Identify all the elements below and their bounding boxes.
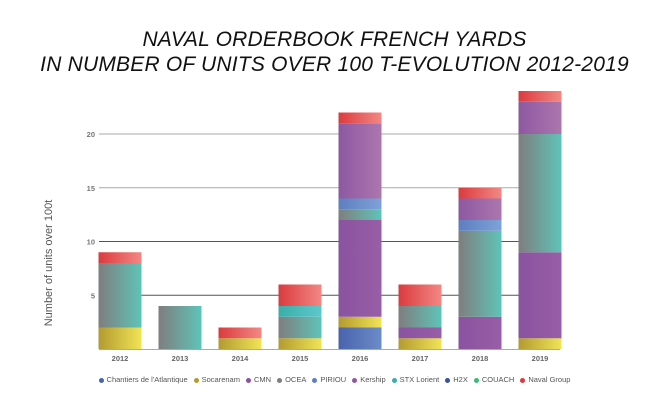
- bar-segment-ocea-2019: [518, 134, 562, 253]
- bar-segment-cmn-2017: [398, 327, 442, 339]
- bar-segment-socarenam-2016: [338, 316, 382, 328]
- legend-label: OCEA: [285, 375, 307, 384]
- bar-segment-ocea-2013: [158, 306, 202, 349]
- y-axis-label: Number of units over 100t: [43, 200, 55, 327]
- bar-segment-naval-group-2014: [218, 327, 262, 339]
- bar-segment-socarenam-2019: [518, 338, 562, 349]
- bar-segment-socarenam-2015: [278, 338, 322, 349]
- chart-title-line-1: NAVAL ORDERBOOK FRENCH YARDS: [142, 28, 527, 51]
- bar-segment-socarenam-2012: [98, 327, 142, 349]
- legend-label: PIRIOU: [320, 375, 347, 384]
- bar-segment-naval-group-2017: [398, 284, 442, 306]
- bar-segment-ocea-2012: [98, 263, 142, 328]
- bar-segment-piriou-2018: [458, 220, 502, 231]
- legend-label: Kership: [360, 375, 386, 384]
- y-tick-label: 5: [91, 291, 95, 300]
- legend-dot-icon: [352, 377, 358, 383]
- bar-segment-socarenam-2014: [218, 338, 262, 349]
- legend-dot-icon: [312, 377, 318, 383]
- legend-dot-icon: [445, 377, 451, 383]
- bar-segment-cmn-2016: [338, 220, 382, 317]
- legend-item: CMN: [245, 375, 272, 384]
- bar-segment-piriou-2016: [338, 198, 382, 210]
- legend-item: PIRIOU: [312, 375, 346, 384]
- legend-label: CMN: [253, 375, 272, 384]
- bar-segment-kership-2019: [518, 101, 562, 134]
- legend-item: STX Lorient: [391, 375, 440, 384]
- legend-label: COUACH: [481, 375, 515, 384]
- x-tick-label: 2013: [172, 354, 189, 363]
- x-tick-label: 2014: [232, 354, 250, 363]
- x-tick-label: 2017: [412, 354, 429, 363]
- legend-dot-icon: [473, 377, 479, 383]
- bar-segment-chantiers-de-l-atlantique-2016: [338, 327, 382, 349]
- x-tick-label: 2019: [532, 354, 549, 363]
- bar-segment-naval-group-2015: [278, 284, 322, 306]
- legend-item: COUACH: [473, 375, 515, 384]
- bar-segment-cmn-2019: [518, 252, 562, 339]
- bar-segment-cmn-2018: [458, 316, 502, 349]
- bar-segment-socarenam-2017: [398, 338, 442, 349]
- legend-label: Naval Group: [528, 375, 571, 384]
- legend-item: Socarenam: [193, 375, 240, 384]
- legend-item: Naval Group: [520, 375, 570, 384]
- legend-label: H2X: [453, 375, 468, 384]
- bar-segment-kership-2016: [338, 123, 382, 199]
- bar-segment-naval-group-2019: [518, 91, 562, 102]
- bar-segment-ocea-2016: [338, 209, 382, 220]
- legend-item: Chantiers de l'Atlantique: [98, 375, 188, 384]
- bar-segment-ocea-2015: [278, 316, 322, 339]
- bar-segment-stx-lorient-2015: [278, 306, 322, 317]
- legend-label: STX Lorient: [399, 375, 440, 384]
- chart-title-line-2: IN NUMBER OF UNITS OVER 100 T-EVOLUTION …: [40, 53, 629, 76]
- legend-dot-icon: [277, 377, 283, 383]
- legend-dot-icon: [193, 377, 199, 383]
- legend: Chantiers de l'Atlantique Socarenam CMN OCE…: [0, 375, 669, 384]
- bar-segment-naval-group-2018: [458, 187, 502, 199]
- x-tick-label: 2015: [292, 354, 309, 363]
- legend-dot-icon: [520, 377, 526, 383]
- legend-label: Chantiers de l'Atlantique: [106, 375, 188, 384]
- bar-segment-kership-2018: [458, 198, 502, 220]
- bar-segment-naval-group-2016: [338, 112, 382, 124]
- x-tick-label: 2012: [112, 354, 129, 363]
- y-tick-label: 15: [87, 184, 95, 193]
- x-tick-label: 2018: [472, 354, 489, 363]
- x-tick-label: 2016: [352, 354, 369, 363]
- y-tick-label: 10: [87, 238, 95, 247]
- legend-item: OCEA: [277, 375, 306, 384]
- legend-item: Kership: [352, 375, 386, 384]
- bar-segment-ocea-2017: [398, 306, 442, 328]
- legend-dot-icon: [245, 377, 251, 383]
- legend-dot-icon: [98, 377, 104, 383]
- legend-item: H2X: [445, 375, 468, 384]
- legend-label: Socarenam: [201, 375, 240, 384]
- y-tick-label: 20: [87, 130, 95, 139]
- bar-segment-naval-group-2012: [98, 252, 142, 263]
- bar-segment-ocea-2018: [458, 230, 502, 317]
- legend-dot-icon: [391, 377, 397, 383]
